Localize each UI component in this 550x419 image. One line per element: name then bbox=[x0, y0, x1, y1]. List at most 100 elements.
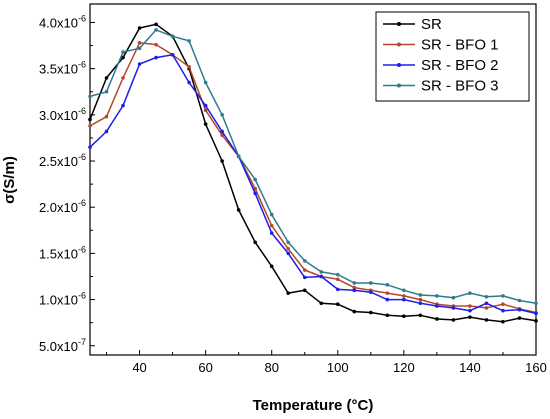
data-point bbox=[468, 304, 472, 308]
data-point bbox=[170, 34, 175, 39]
data-point bbox=[104, 114, 109, 119]
legend-label: SR - BFO 3 bbox=[421, 78, 499, 95]
data-point bbox=[154, 28, 158, 32]
data-point bbox=[154, 42, 158, 47]
data-point bbox=[435, 294, 439, 298]
data-point bbox=[451, 306, 456, 310]
y-tick-label: 3.0x10-6 bbox=[39, 106, 86, 123]
y-tick-label: 1.5x10-6 bbox=[39, 244, 86, 261]
x-tick-label: 40 bbox=[132, 360, 146, 375]
data-point bbox=[121, 76, 125, 80]
data-point bbox=[137, 62, 142, 66]
data-point bbox=[435, 304, 439, 308]
data-point bbox=[137, 46, 142, 51]
data-point bbox=[253, 177, 257, 182]
data-point bbox=[302, 258, 307, 263]
data-point bbox=[418, 293, 423, 297]
data-point bbox=[121, 55, 125, 60]
data-point bbox=[104, 129, 109, 134]
x-axis-title: Temperature (°C) bbox=[253, 397, 374, 414]
data-point bbox=[402, 294, 406, 298]
data-point bbox=[236, 208, 241, 212]
data-point bbox=[203, 80, 208, 85]
data-point bbox=[104, 76, 109, 80]
series-line-sr bbox=[89, 23, 537, 323]
legend: SR SR - BFO 1 SR - BFO 2 SR - BFO 3 bbox=[375, 11, 530, 102]
data-point bbox=[501, 294, 505, 298]
x-tick-label: 140 bbox=[459, 360, 481, 375]
data-point bbox=[286, 251, 291, 256]
data-point bbox=[220, 159, 224, 163]
data-point bbox=[104, 89, 109, 94]
data-point bbox=[418, 301, 423, 306]
data-point bbox=[88, 145, 92, 149]
data-point bbox=[468, 315, 472, 319]
y-tick-label: 3.5x10-6 bbox=[39, 60, 86, 77]
data-point bbox=[269, 223, 274, 228]
data-point bbox=[402, 297, 406, 302]
legend-marker bbox=[397, 42, 401, 47]
data-point bbox=[484, 306, 489, 310]
data-point bbox=[335, 302, 340, 306]
data-point bbox=[220, 113, 224, 117]
data-point bbox=[352, 309, 357, 314]
y-tick-label: 5.0x10-7 bbox=[39, 337, 86, 354]
data-point bbox=[484, 318, 489, 322]
data-point bbox=[517, 316, 522, 320]
x-tick-label: 100 bbox=[327, 360, 349, 375]
data-point bbox=[501, 319, 505, 324]
data-point bbox=[385, 313, 390, 318]
data-point bbox=[187, 80, 191, 85]
x-tick-label: 160 bbox=[525, 360, 547, 375]
data-point bbox=[286, 291, 291, 295]
series-line-sr-bfo-3 bbox=[89, 29, 537, 305]
data-point bbox=[88, 94, 92, 99]
data-point bbox=[517, 298, 522, 303]
data-point bbox=[468, 308, 472, 313]
data-point bbox=[121, 103, 125, 108]
data-point bbox=[154, 55, 158, 60]
data-point bbox=[369, 281, 373, 285]
legend-marker bbox=[397, 22, 401, 26]
data-point bbox=[253, 240, 257, 245]
series-line-sr-bfo-2 bbox=[89, 54, 537, 315]
data-point bbox=[385, 291, 390, 295]
data-point bbox=[286, 240, 291, 245]
data-point bbox=[203, 122, 208, 126]
plot-frame bbox=[89, 3, 537, 356]
x-axis: 40 60 80 100 120 140 160 bbox=[106, 350, 547, 375]
data-point bbox=[369, 290, 373, 294]
data-point bbox=[418, 297, 423, 302]
data-point bbox=[369, 310, 373, 315]
data-point bbox=[319, 274, 324, 279]
legend-marker bbox=[397, 83, 401, 88]
data-point bbox=[385, 283, 390, 287]
data-point bbox=[418, 313, 423, 318]
data-point bbox=[517, 307, 522, 312]
data-point bbox=[302, 275, 307, 280]
data-point bbox=[319, 301, 324, 306]
data-point bbox=[534, 301, 538, 306]
data-point bbox=[335, 277, 340, 282]
x-tick-label: 80 bbox=[264, 360, 278, 375]
legend-label: SR - BFO 1 bbox=[421, 37, 499, 54]
data-point bbox=[501, 308, 505, 313]
y-axis: 5.0x10-7 1.0x10-6 1.5x10-6 2.0x10-6 2.5x10-6… bbox=[39, 13, 95, 354]
data-point bbox=[88, 124, 92, 128]
data-point bbox=[352, 281, 357, 285]
legend-label: SR - BFO 2 bbox=[421, 57, 499, 74]
data-point bbox=[352, 285, 357, 290]
data-point bbox=[121, 50, 125, 54]
data-point bbox=[501, 302, 505, 306]
data-point bbox=[187, 39, 191, 43]
data-point bbox=[170, 53, 175, 57]
series-line-sr-bfo-1 bbox=[89, 42, 537, 314]
data-point bbox=[451, 318, 456, 322]
y-tick-label: 4.0x10-6 bbox=[39, 13, 86, 30]
series-layer bbox=[88, 22, 538, 324]
y-tick-label: 1.0x10-6 bbox=[39, 291, 86, 308]
y-tick-label: 2.0x10-6 bbox=[39, 198, 86, 215]
data-point bbox=[269, 212, 274, 217]
data-point bbox=[302, 288, 307, 293]
data-point bbox=[484, 301, 489, 306]
